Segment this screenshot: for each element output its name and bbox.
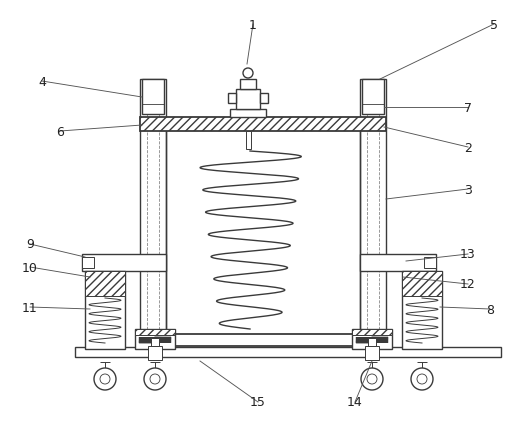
Bar — [85, 271, 125, 349]
Text: 14: 14 — [347, 396, 363, 408]
Bar — [135, 329, 175, 349]
Bar — [148, 346, 162, 360]
Text: 9: 9 — [26, 238, 34, 251]
Bar — [240, 80, 256, 90]
Text: 5: 5 — [490, 18, 498, 31]
Circle shape — [100, 374, 110, 384]
Circle shape — [417, 374, 427, 384]
Text: 7: 7 — [464, 101, 472, 114]
Bar — [368, 338, 376, 346]
Bar — [142, 80, 164, 115]
Bar — [151, 338, 159, 346]
Bar — [135, 329, 175, 335]
Bar — [82, 258, 94, 268]
Bar — [230, 110, 266, 118]
Bar — [246, 132, 251, 150]
Text: 6: 6 — [56, 125, 64, 138]
Text: 2: 2 — [464, 141, 472, 154]
Bar — [140, 80, 166, 344]
Text: 10: 10 — [22, 261, 38, 274]
Bar — [85, 271, 125, 296]
Circle shape — [150, 374, 160, 384]
Bar — [360, 80, 386, 344]
Text: 3: 3 — [464, 183, 472, 196]
Text: 4: 4 — [38, 75, 46, 88]
Bar — [260, 94, 268, 104]
Bar — [228, 94, 236, 104]
Bar — [352, 329, 392, 335]
Text: 11: 11 — [22, 301, 38, 314]
Text: 13: 13 — [460, 248, 476, 261]
Circle shape — [367, 374, 377, 384]
Text: 15: 15 — [250, 396, 266, 408]
Text: 8: 8 — [486, 303, 494, 316]
Text: 1: 1 — [249, 18, 257, 31]
Bar — [236, 90, 260, 110]
Bar — [362, 80, 384, 115]
Bar — [140, 334, 386, 346]
Bar — [352, 329, 392, 349]
Bar — [424, 258, 436, 268]
Bar — [75, 347, 501, 357]
Bar — [365, 346, 379, 360]
Circle shape — [243, 69, 253, 79]
Circle shape — [94, 368, 116, 390]
Circle shape — [361, 368, 383, 390]
Text: 12: 12 — [460, 278, 476, 291]
Circle shape — [411, 368, 433, 390]
Bar — [140, 118, 386, 132]
Bar — [402, 271, 442, 349]
Bar — [82, 255, 166, 271]
Circle shape — [144, 368, 166, 390]
Bar — [402, 271, 442, 296]
Bar — [360, 255, 436, 271]
